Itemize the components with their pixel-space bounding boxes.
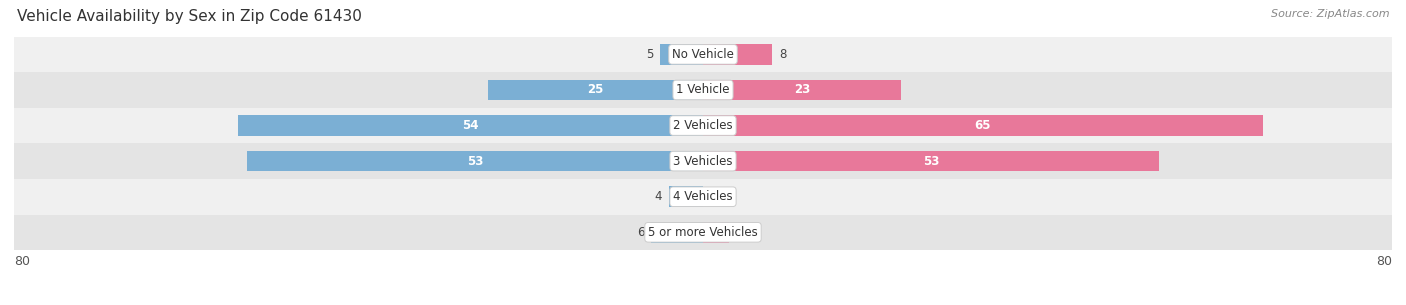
Bar — [669, 186, 703, 207]
Text: 65: 65 — [974, 119, 991, 132]
Bar — [703, 80, 901, 100]
Text: 6: 6 — [637, 226, 644, 239]
Bar — [651, 222, 703, 243]
Text: 53: 53 — [467, 155, 484, 168]
Text: 54: 54 — [463, 119, 478, 132]
Bar — [14, 72, 1392, 108]
Bar — [14, 143, 1392, 179]
Text: 25: 25 — [588, 84, 603, 96]
Bar — [14, 37, 1392, 72]
Bar — [703, 115, 1263, 136]
Bar — [703, 44, 772, 65]
Text: 3 Vehicles: 3 Vehicles — [673, 155, 733, 168]
Text: 8: 8 — [779, 48, 786, 61]
Text: 2 Vehicles: 2 Vehicles — [673, 119, 733, 132]
Text: 53: 53 — [922, 155, 939, 168]
Bar — [659, 44, 703, 65]
Text: 0: 0 — [710, 190, 717, 203]
Text: 4: 4 — [654, 190, 662, 203]
Bar — [488, 80, 703, 100]
Bar — [703, 222, 728, 243]
Text: 5 or more Vehicles: 5 or more Vehicles — [648, 226, 758, 239]
Text: 1 Vehicle: 1 Vehicle — [676, 84, 730, 96]
Bar — [246, 151, 703, 171]
Bar — [14, 108, 1392, 143]
Text: Vehicle Availability by Sex in Zip Code 61430: Vehicle Availability by Sex in Zip Code … — [17, 9, 361, 24]
Bar — [703, 151, 1160, 171]
Bar — [238, 115, 703, 136]
Text: 80: 80 — [14, 256, 30, 268]
Text: 4 Vehicles: 4 Vehicles — [673, 190, 733, 203]
Text: Source: ZipAtlas.com: Source: ZipAtlas.com — [1271, 9, 1389, 19]
Bar — [14, 179, 1392, 214]
Text: 5: 5 — [645, 48, 652, 61]
Text: 3: 3 — [735, 226, 744, 239]
Text: No Vehicle: No Vehicle — [672, 48, 734, 61]
Text: 80: 80 — [1376, 256, 1392, 268]
Text: 23: 23 — [794, 84, 810, 96]
Bar — [14, 214, 1392, 250]
